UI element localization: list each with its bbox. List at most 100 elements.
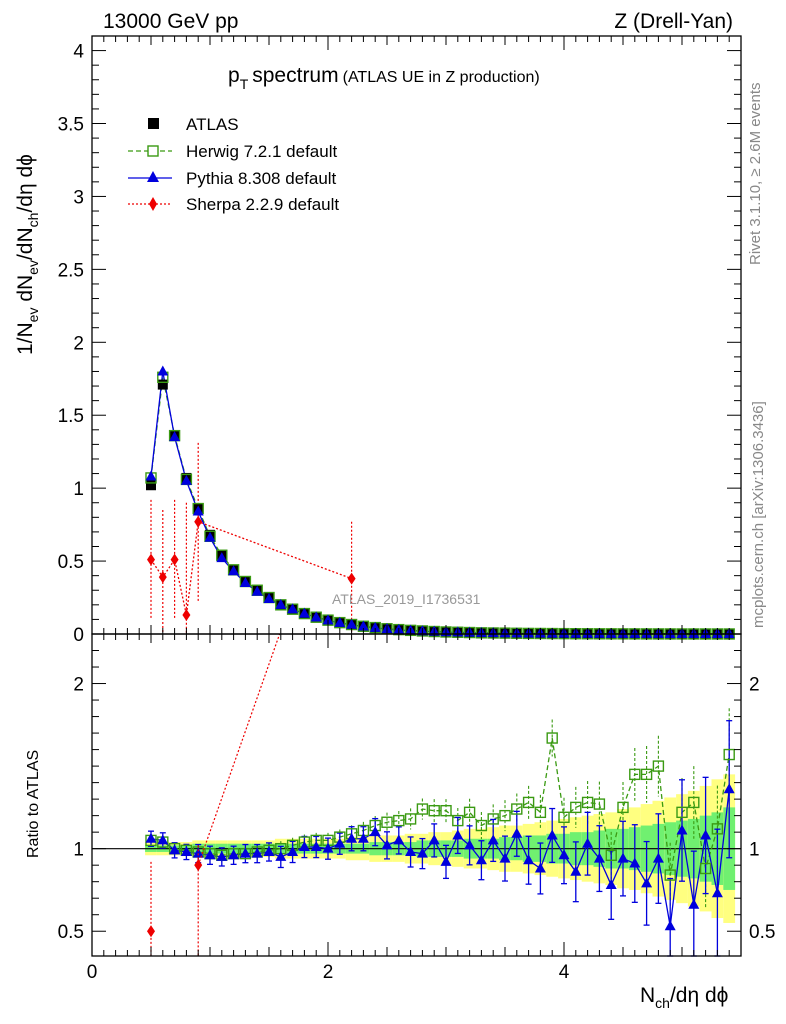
herwig-ratio-point — [393, 814, 405, 827]
pythia-ratio-point — [487, 834, 499, 845]
analysis-watermark: ATLAS_2019_I1736531 — [332, 591, 481, 607]
pythia-ratio-point — [251, 847, 263, 858]
axes: 0 2 400.511.522.533.540.5 0.51 12 2 — [58, 36, 775, 983]
x-tick-label: 4 — [559, 962, 570, 983]
pythia-ratio-point — [440, 855, 452, 866]
chart-title: pT spectrum (ATLAS UE in Z production) — [228, 64, 540, 92]
pythia-ratio-point — [452, 829, 464, 840]
pythia-point — [157, 365, 169, 376]
y-tick-label: 1.5 — [58, 406, 84, 427]
ratio-y-tick-label: 2 — [73, 675, 84, 696]
pythia-ratio-point — [322, 842, 334, 853]
sherpa-ratio-point — [147, 925, 155, 938]
main-y-axis-label: 1/Nev dNev/dNch/dη dϕ — [14, 154, 41, 355]
pythia-point — [216, 552, 228, 563]
herwig-ratio-point — [404, 813, 417, 825]
pythia-ratio-point — [499, 852, 511, 863]
x-axis-label: Nch/dη dϕ — [640, 984, 728, 1011]
pythia-ratio-point — [652, 852, 664, 863]
herwig-ratio-point — [581, 796, 594, 809]
y-tick-label: 3.5 — [58, 115, 84, 136]
pythia-ratio-point — [428, 834, 440, 845]
pythia-ratio-point — [145, 832, 157, 843]
atlas-point — [157, 379, 168, 390]
pythia-point — [251, 585, 263, 596]
pythia-ratio-point — [334, 837, 346, 848]
herwig-ratio-point — [546, 732, 558, 744]
sherpa-point — [194, 515, 203, 528]
legend-label: Herwig 7.2.1 default — [186, 142, 337, 161]
pythia-ratio-point — [546, 829, 558, 840]
legend-marker-sherpa — [149, 197, 157, 211]
ratio-y-tick-label: 0.5 — [749, 922, 775, 943]
pythia-point — [239, 576, 251, 587]
atlas-point — [146, 480, 156, 491]
pythia-point — [228, 565, 240, 576]
pythia-ratio-point — [381, 839, 393, 850]
pythia-ratio-point — [369, 826, 381, 837]
sherpa-point — [182, 609, 191, 622]
legend-label: Pythia 8.308 default — [186, 169, 337, 188]
rivet-info: Rivet 3.1.10, ≥ 2.6M events — [747, 83, 764, 266]
legend-marker-herwig — [147, 145, 159, 157]
pythia-point — [192, 505, 204, 516]
pythia-ratio-point — [416, 847, 428, 858]
pythia-ratio-point — [593, 852, 605, 863]
pythia-point — [287, 603, 299, 614]
pythia-point — [369, 621, 381, 632]
herwig-ratio-point — [463, 806, 476, 819]
pythia-ratio-point — [228, 849, 240, 860]
pythia-ratio-point — [723, 783, 735, 794]
pythia-ratio-point — [310, 841, 322, 852]
herwig-ratio-point — [723, 748, 735, 761]
pythia-ratio-point — [405, 845, 417, 856]
herwig-ratio-point — [511, 803, 523, 815]
herwig-ratio-point — [381, 816, 393, 828]
pythia-ratio-point — [346, 832, 358, 843]
herwig-ratio-point — [522, 796, 535, 809]
pythia-ratio-point — [204, 849, 216, 860]
herwig-ratio-point — [664, 869, 676, 881]
herwig-ratio-point — [617, 801, 629, 814]
pythia-ratio-point — [570, 865, 582, 876]
herwig-ratio-point — [558, 811, 570, 823]
ratio-frame — [91, 633, 742, 957]
herwig-ratio-point — [440, 804, 452, 817]
herwig-ratio-point — [676, 806, 688, 819]
herwig-ratio-point — [487, 813, 499, 825]
pythia-ratio-point — [582, 837, 594, 848]
x-tick-label: 0 — [87, 962, 98, 983]
legend-label: ATLAS — [186, 115, 239, 134]
pythia-ratio-point — [357, 832, 369, 843]
header-left: 13000 GeV pp — [103, 10, 238, 33]
pythia-point — [346, 618, 358, 629]
herwig-ratio-point — [428, 804, 440, 817]
mcplots-info: mcplots.cern.ch [arXiv:1306.3436] — [750, 401, 767, 628]
herwig-ratio-point — [652, 760, 665, 772]
pythia-point — [298, 607, 310, 618]
pythia-ratio-point — [534, 862, 546, 873]
herwig-ratio-point — [475, 819, 488, 832]
ratio-y-tick-label: 2 — [749, 675, 760, 696]
y-tick-label: 1 — [73, 479, 84, 500]
herwig-ratio-point — [499, 809, 511, 822]
pythia-ratio-point — [511, 827, 523, 838]
herwig-ratio-point — [593, 798, 606, 810]
herwig-ratio-point — [688, 796, 700, 809]
pythia-point — [169, 431, 181, 442]
herwig-ratio-point — [452, 814, 464, 827]
herwig-ratio-point — [534, 806, 547, 819]
pythia-point — [357, 620, 369, 631]
pythia-ratio-point — [605, 878, 617, 889]
sherpa-line — [150, 520, 352, 616]
pythia-ratio-point — [298, 841, 310, 852]
herwig-ratio-point — [711, 823, 724, 835]
ratio-y-tick-label: 1 — [749, 840, 760, 861]
pythia-ratio-point — [169, 844, 181, 855]
ratio-y-axis-label: Ratio to ATLAS — [25, 750, 42, 858]
ratio-panel — [92, 633, 741, 957]
legend-label: Sherpa 2.2.9 default — [186, 195, 339, 214]
pythia-ratio-point — [523, 854, 535, 865]
y-tick-label: 2.5 — [58, 260, 84, 281]
